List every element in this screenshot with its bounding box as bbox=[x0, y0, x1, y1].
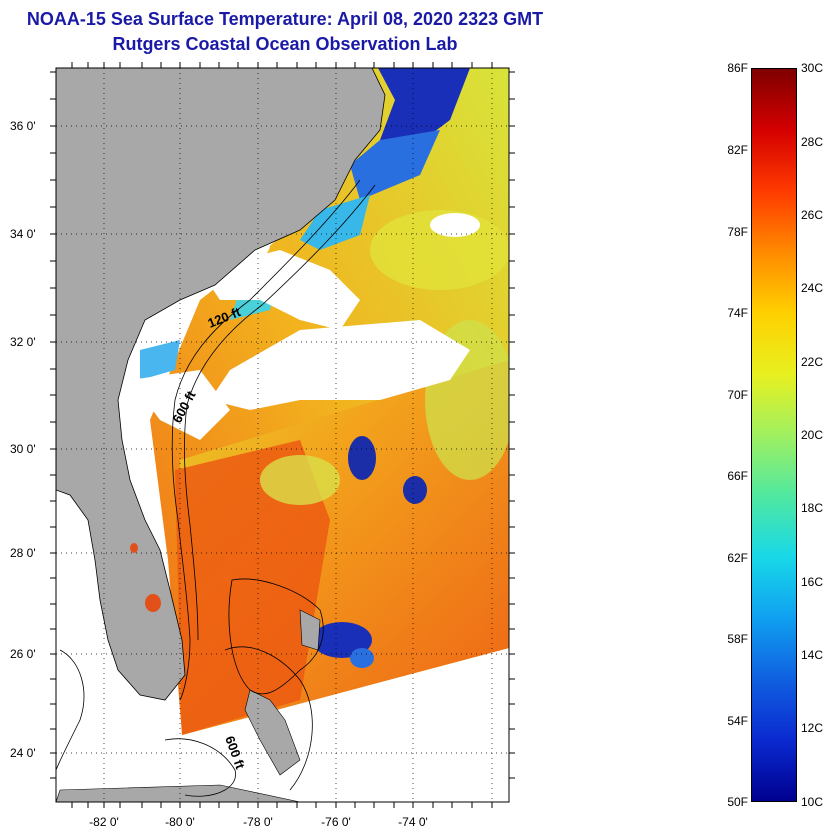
colorbar-f-label: 78F bbox=[727, 225, 748, 239]
lat-label-24: 24 0' bbox=[10, 746, 36, 760]
axis-ticks bbox=[50, 62, 515, 808]
lat-label-26: 26 0' bbox=[10, 647, 36, 661]
map-subtitle: Rutgers Coastal Ocean Observation Lab bbox=[112, 34, 458, 54]
isobath-lines bbox=[56, 179, 376, 797]
colorbar-f-label: 66F bbox=[727, 469, 748, 483]
colorbar-c-label: 14C bbox=[801, 648, 824, 662]
lon-label-74: -74 0' bbox=[398, 815, 428, 829]
colorbar-f-label: 58F bbox=[727, 632, 748, 646]
map-title: NOAA-15 Sea Surface Temperature: April 0… bbox=[26, 9, 544, 29]
lat-label-32: 32 0' bbox=[10, 335, 36, 349]
lon-label-82: -82 0' bbox=[89, 815, 119, 829]
colorbar-f-label: 50F bbox=[727, 795, 748, 809]
longitude-labels: -82 0' -80 0' -78 0' -76 0' -74 0' bbox=[89, 815, 428, 829]
colorbar-f-label: 82F bbox=[727, 143, 748, 157]
colorbar-c-label: 30C bbox=[801, 61, 824, 75]
lon-label-76: -76 0' bbox=[321, 815, 351, 829]
colorbar-f-label: 74F bbox=[727, 306, 748, 320]
lat-label-30: 30 0' bbox=[10, 442, 36, 456]
lat-label-28: 28 0' bbox=[10, 546, 36, 560]
sst-swath bbox=[130, 68, 509, 735]
colorbar-c-label: 12C bbox=[801, 721, 824, 735]
colorbar-f-label: 62F bbox=[727, 551, 748, 565]
colorbar-c-label: 10C bbox=[801, 795, 824, 809]
latitude-labels: 36 0' 34 0' 32 0' 30 0' 28 0' 26 0' 24 0… bbox=[10, 119, 36, 760]
colorbar-c-label: 20C bbox=[801, 428, 824, 442]
colorbar-c-label: 28C bbox=[801, 135, 824, 149]
sst-colorbar bbox=[751, 68, 797, 802]
colorbar-c-label: 18C bbox=[801, 501, 824, 515]
lat-label-34: 34 0' bbox=[10, 227, 36, 241]
colorbar-f-label: 54F bbox=[727, 714, 748, 728]
lat-label-36: 36 0' bbox=[10, 119, 36, 133]
lon-label-80: -80 0' bbox=[165, 815, 195, 829]
colorbar-c-label: 26C bbox=[801, 208, 824, 222]
lon-label-78: -78 0' bbox=[243, 815, 273, 829]
colorbar-c-label: 22C bbox=[801, 355, 824, 369]
colorbar-c-label: 16C bbox=[801, 575, 824, 589]
colorbar-f-label: 86F bbox=[727, 61, 748, 75]
graticule bbox=[56, 68, 509, 802]
land-mass bbox=[56, 68, 386, 802]
colorbar-f-label: 70F bbox=[727, 388, 748, 402]
colorbar-c-label: 24C bbox=[801, 281, 824, 295]
map-border bbox=[55, 67, 510, 803]
